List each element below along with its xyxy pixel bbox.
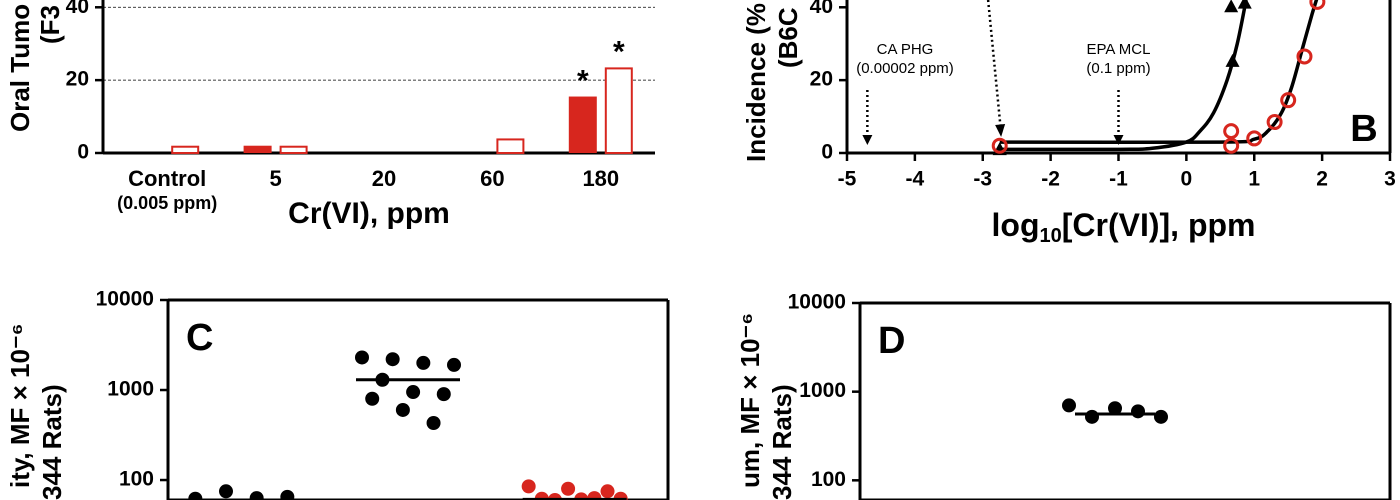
y-axis-label: Oral Tumo <box>5 4 35 132</box>
point <box>280 489 295 500</box>
point <box>561 481 576 496</box>
arrow-head <box>862 135 873 145</box>
y-tick-label: 10000 <box>96 288 154 311</box>
annotation-text: (0.1 ppm) <box>1086 60 1150 77</box>
point <box>1108 401 1122 416</box>
x-tick-label: 2 <box>1316 168 1328 191</box>
bar <box>568 96 597 153</box>
y-tick-label: 100 <box>811 468 846 491</box>
bar <box>243 145 272 153</box>
point <box>416 355 431 370</box>
y-tick-label: 20 <box>66 68 89 91</box>
x-tick-label: 60 <box>480 166 504 191</box>
panel-letter: D <box>878 320 905 362</box>
point <box>587 491 602 500</box>
point <box>355 350 369 365</box>
point <box>1085 409 1099 424</box>
y-tick-label: 40 <box>66 0 89 18</box>
x-axis-label: log10[Cr(VI)], ppm <box>992 207 1256 247</box>
point <box>426 416 441 431</box>
x-tick-label: Control <box>128 166 206 191</box>
x-axis-label-part: log <box>992 207 1040 243</box>
y-tick-label: 100 <box>119 468 154 491</box>
y-tick-label: 0 <box>77 141 89 164</box>
y-tick-label: 40 <box>810 0 833 18</box>
y-tick-label: 20 <box>810 68 833 91</box>
x-tick-label: 20 <box>372 166 396 191</box>
point <box>249 491 264 500</box>
point <box>1246 130 1263 147</box>
point <box>365 391 380 406</box>
x-tick-note: (0.005 ppm) <box>117 193 217 213</box>
y-axis-label: Incidence (% <box>741 3 771 162</box>
fit-curve <box>999 0 1319 145</box>
point <box>521 479 536 494</box>
point <box>188 491 203 500</box>
point <box>1237 0 1252 9</box>
bar <box>496 138 525 155</box>
point <box>1225 53 1240 67</box>
x-axis-label-part: [Cr(VI)], ppm <box>1062 207 1256 243</box>
y-tick-label: 1000 <box>107 378 154 401</box>
x-tick-label: -5 <box>838 168 857 191</box>
arrow-head <box>995 124 1006 137</box>
x-tick-label: 3 <box>1384 168 1396 191</box>
y-tick-label: 0 <box>821 141 833 164</box>
x-axis-label: Cr(VI), ppm <box>288 197 450 230</box>
y-axis-label: 344 Rats) <box>767 384 797 500</box>
point <box>1266 114 1283 131</box>
x-tick-label: 5 <box>269 166 281 191</box>
panel-letter: B <box>1350 108 1377 150</box>
point <box>447 357 461 372</box>
point <box>600 484 615 499</box>
panel-letter: C <box>186 317 213 359</box>
x-axis-label-sub: 10 <box>1039 225 1061 247</box>
annotation-arrow <box>986 0 1003 134</box>
x-tick-label: 0 <box>1181 168 1193 191</box>
arrow-head <box>1113 135 1124 145</box>
point <box>991 137 1008 154</box>
annotation-text: (0.00002 ppm) <box>856 60 954 77</box>
point <box>436 387 451 402</box>
y-axis-label: (F3 <box>35 5 65 44</box>
y-axis-label: 344 Rats) <box>37 384 67 500</box>
point <box>1223 123 1240 140</box>
y-axis-label: ity, MF × 10⁻⁶ <box>5 323 35 488</box>
point <box>219 484 233 499</box>
y-axis-label: um, MF × 10⁻⁶ <box>735 313 765 488</box>
point <box>1224 0 1239 13</box>
y-tick-label: 1000 <box>799 379 846 402</box>
x-tick-label: -2 <box>1041 168 1060 191</box>
bar <box>171 145 200 154</box>
point <box>1154 409 1168 424</box>
point <box>385 352 400 367</box>
point <box>1131 404 1145 419</box>
y-axis-label: (B6C <box>773 7 803 68</box>
significance-mark: * <box>613 35 625 68</box>
y-tick-label: 10000 <box>788 291 846 314</box>
annotation-text: EPA MCL <box>1087 41 1151 58</box>
annotation-text: CA PHG <box>877 41 934 58</box>
point <box>1223 137 1240 154</box>
point <box>395 402 410 417</box>
bar <box>604 67 633 154</box>
x-tick-label: -1 <box>1109 168 1128 191</box>
significance-mark: * <box>577 64 589 97</box>
point <box>1280 92 1297 109</box>
x-tick-label: -4 <box>906 168 925 191</box>
x-tick-label: 1 <box>1248 168 1260 191</box>
point <box>406 385 421 400</box>
point <box>1062 398 1076 413</box>
x-tick-label: 180 <box>582 166 619 191</box>
x-tick-label: -3 <box>973 168 992 191</box>
point <box>1296 48 1313 65</box>
bar <box>279 145 308 154</box>
point <box>1309 0 1326 10</box>
